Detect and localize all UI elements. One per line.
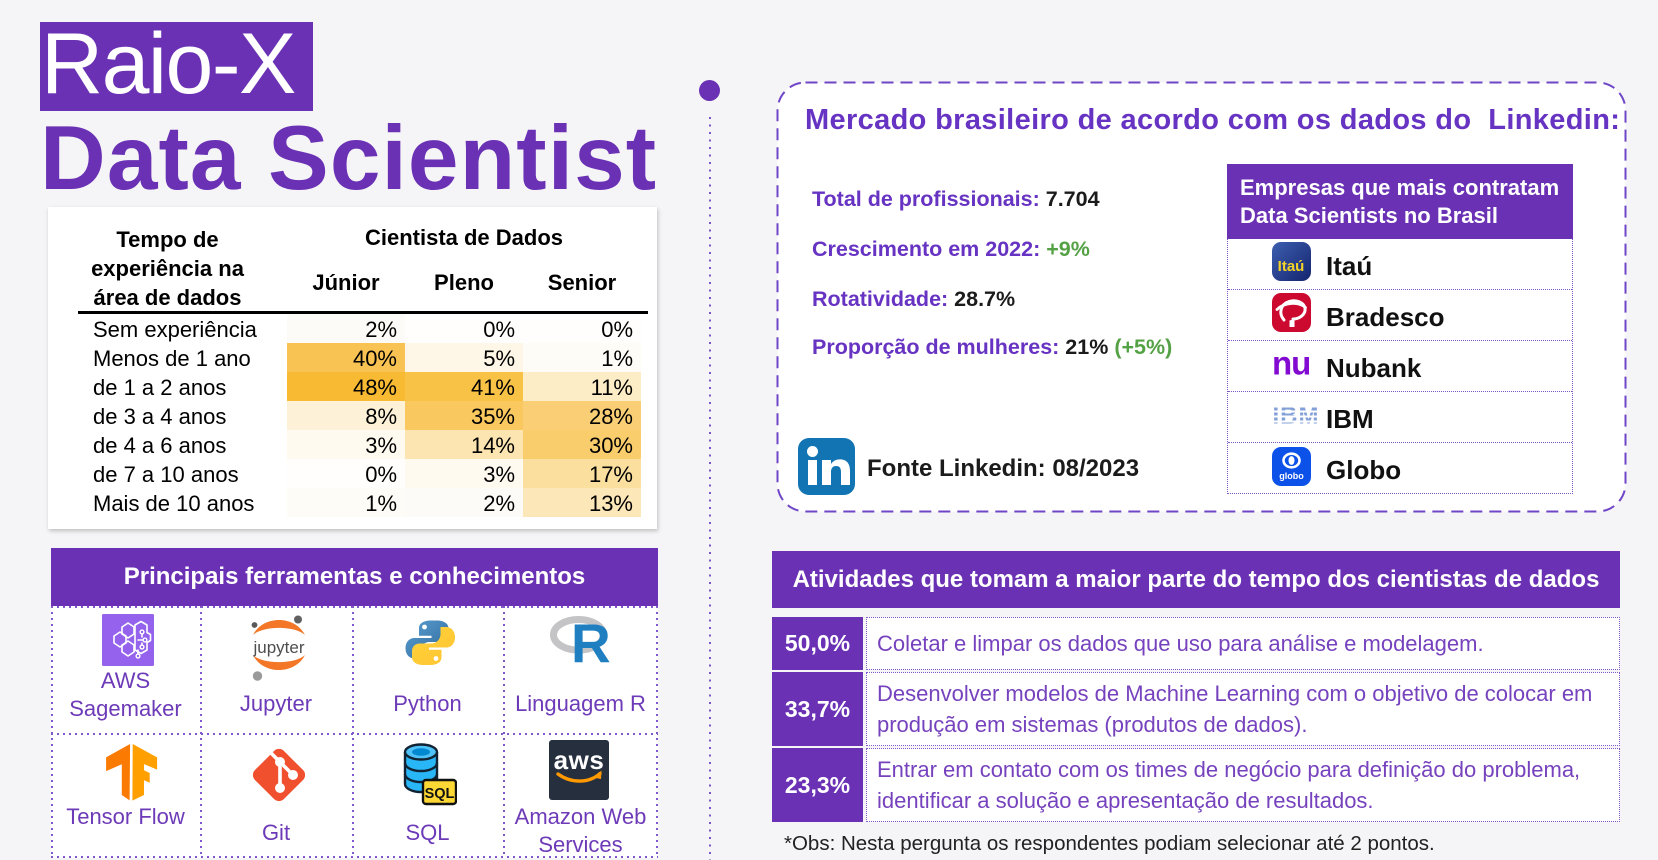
svg-text:Itaú: Itaú bbox=[1278, 258, 1305, 275]
svg-text:SQL: SQL bbox=[425, 786, 455, 802]
svg-text:aws: aws bbox=[554, 745, 605, 775]
svg-text:IBM: IBM bbox=[1273, 403, 1320, 427]
svg-text:globo: globo bbox=[1279, 471, 1304, 481]
svg-text:jupyter: jupyter bbox=[252, 638, 304, 657]
svg-text:R: R bbox=[571, 613, 610, 669]
svg-text:nu: nu bbox=[1272, 350, 1310, 378]
